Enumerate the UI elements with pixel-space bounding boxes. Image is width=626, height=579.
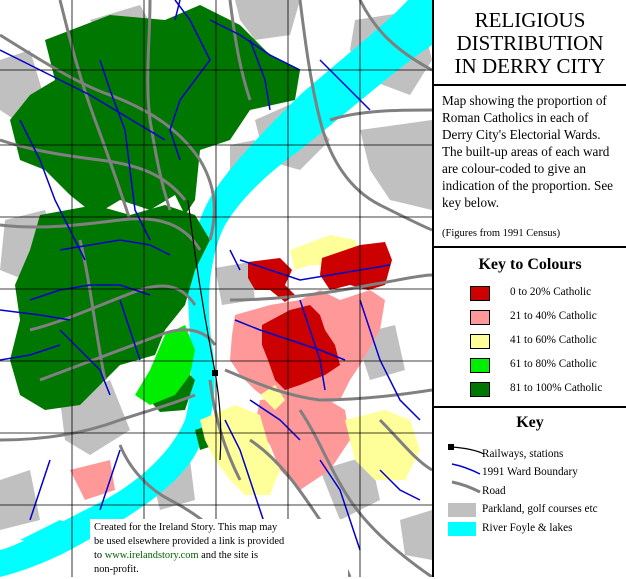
colour-key-label: 61 to 80% Catholic bbox=[510, 358, 597, 370]
credit-text: and the site is bbox=[198, 550, 259, 561]
river-foyle bbox=[0, 0, 432, 577]
map-title-line: RELIGIOUS bbox=[474, 8, 586, 32]
map-description: Map showing the proportion of Roman Cath… bbox=[442, 93, 614, 210]
colour-key-label: 41 to 60% Catholic bbox=[510, 334, 597, 346]
map-key-section: Key Railways, stations 1991 Ward Boundar… bbox=[434, 408, 626, 577]
colour-key-label: 81 to 100% Catholic bbox=[510, 382, 603, 394]
swatch-61-80 bbox=[470, 358, 490, 373]
swatch-21-40 bbox=[470, 310, 490, 325]
swatch-81-100 bbox=[470, 382, 490, 397]
credit-text: to bbox=[94, 550, 105, 561]
colour-key-label: 21 to 40% Catholic bbox=[510, 310, 597, 322]
road-icon bbox=[451, 480, 481, 494]
colour-key-label: 0 to 20% Catholic bbox=[510, 286, 592, 298]
parkland-icon bbox=[448, 503, 476, 517]
credit-line: be used elsewhere provided a link is pro… bbox=[94, 536, 285, 547]
map-title-line: DISTRIBUTION bbox=[456, 31, 604, 55]
catholic-61-80-area bbox=[135, 325, 195, 405]
description-section: Map showing the proportion of Roman Cath… bbox=[434, 86, 626, 248]
key-label: Parkland, golf courses etc bbox=[482, 503, 598, 515]
key-label: Road bbox=[482, 485, 506, 497]
river-icon bbox=[448, 522, 476, 536]
legend-panel: RELIGIOUS DISTRIBUTION IN DERRY CITY Map… bbox=[432, 0, 626, 577]
derry-map bbox=[0, 0, 432, 577]
station-icon bbox=[212, 370, 218, 376]
railway-icon bbox=[448, 444, 485, 455]
key-label: Railways, stations bbox=[482, 448, 564, 460]
map-title-line: IN DERRY CITY bbox=[454, 54, 606, 78]
colour-key-section: Key to Colours 0 to 20% Catholic 21 to 4… bbox=[434, 248, 626, 408]
credit-line: to www.irelandstory.com and the site is bbox=[94, 549, 344, 563]
colour-key-heading: Key to Colours bbox=[478, 256, 582, 273]
map-key-heading: Key bbox=[516, 414, 544, 431]
credit-note: Created for the Ireland Story. This map … bbox=[90, 519, 348, 579]
key-label: 1991 Ward Boundary bbox=[482, 466, 578, 478]
credit-line: Created for the Ireland Story. This map … bbox=[94, 522, 278, 533]
swatch-41-60 bbox=[470, 334, 490, 349]
swatch-0-20 bbox=[470, 286, 490, 301]
key-label: River Foyle & lakes bbox=[482, 522, 573, 534]
irelandstory-link[interactable]: www.irelandstory.com bbox=[104, 550, 199, 561]
ward-boundaries bbox=[0, 0, 421, 551]
map-grid bbox=[0, 0, 432, 577]
figures-note: (Figures from 1991 Census) bbox=[442, 228, 561, 239]
ward-boundary-icon bbox=[451, 463, 481, 475]
credit-line: non-profit. bbox=[94, 564, 139, 575]
title-section: RELIGIOUS DISTRIBUTION IN DERRY CITY bbox=[434, 0, 626, 86]
catholic-0-20-areas bbox=[248, 242, 392, 390]
